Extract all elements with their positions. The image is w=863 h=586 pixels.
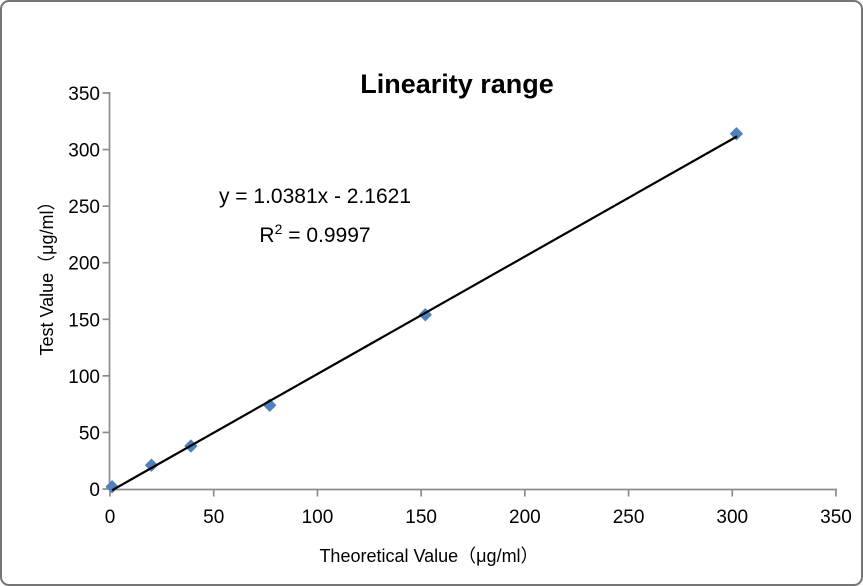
x-tick-label: 150 <box>405 507 437 528</box>
x-tick-label: 300 <box>716 507 748 528</box>
r-squared-text: R2 = 0.9997 <box>259 221 371 247</box>
data-point-marker <box>729 127 743 141</box>
x-tick-label: 200 <box>509 507 541 528</box>
y-tick-label: 100 <box>68 367 100 388</box>
y-tick-label: 50 <box>79 423 100 444</box>
y-tick-label: 0 <box>89 480 100 501</box>
x-tick-label: 50 <box>203 507 224 528</box>
y-tick-label: 150 <box>68 310 100 331</box>
x-tick-label: 250 <box>613 507 645 528</box>
y-axis-title: Test Value（μg/ml） <box>37 192 57 356</box>
x-tick-label: 350 <box>820 507 852 528</box>
y-tick-label: 350 <box>68 84 100 105</box>
data-point-marker <box>144 458 158 472</box>
y-tick-label: 250 <box>68 197 100 218</box>
x-tick-label: 100 <box>302 507 334 528</box>
x-tick-label: 0 <box>105 507 116 528</box>
x-axis-title: Theoretical Value（μg/ml） <box>319 546 539 566</box>
trendline-equation: y = 1.0381x - 2.1621 R2 = 0.9997 <box>219 181 411 252</box>
y-tick-label: 300 <box>68 141 100 162</box>
trendline <box>111 135 738 492</box>
chart-title: Linearity range <box>360 69 554 99</box>
equation-text: y = 1.0381x - 2.1621 <box>218 185 412 208</box>
y-tick-label: 200 <box>68 254 100 275</box>
